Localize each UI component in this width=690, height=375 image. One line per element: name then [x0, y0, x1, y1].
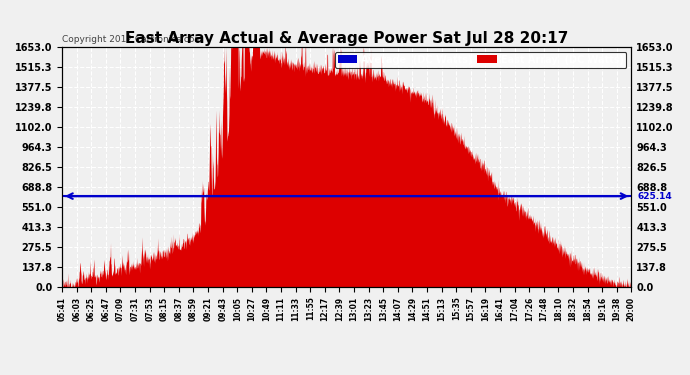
Title: East Array Actual & Average Power Sat Jul 28 20:17: East Array Actual & Average Power Sat Ju…	[125, 31, 569, 46]
Text: Copyright 2012 Cartronics.com: Copyright 2012 Cartronics.com	[62, 36, 204, 45]
Text: 625.14: 625.14	[637, 192, 672, 201]
Legend: Average  (DC Watts), East Array  (DC Watts): Average (DC Watts), East Array (DC Watts…	[335, 52, 627, 68]
